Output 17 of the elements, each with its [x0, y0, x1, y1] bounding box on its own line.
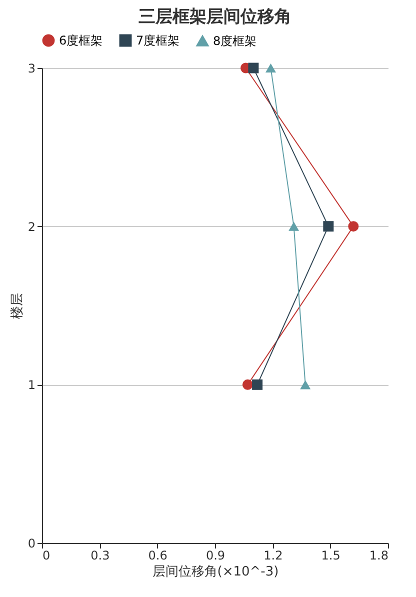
x-tick-label: 0.3 — [90, 548, 110, 562]
legend-label: 6度框架 — [59, 34, 103, 48]
y-tick-label: 2 — [28, 220, 36, 234]
y-tick-label: 1 — [28, 378, 36, 392]
y-axis-title: 楼层 — [10, 293, 25, 319]
legend-label: 8度框架 — [213, 34, 257, 48]
x-tick-label: 0 — [42, 548, 50, 562]
x-axis-title: 层间位移角(×10^-3) — [152, 564, 279, 580]
y-tick-label: 3 — [28, 62, 36, 76]
x-tick-label: 1.8 — [369, 548, 388, 562]
x-tick-label: 1.5 — [321, 548, 340, 562]
y-tick-label: 0 — [28, 536, 36, 550]
x-tick-label: 1.2 — [264, 548, 283, 562]
x-tick-label: 0.9 — [206, 548, 226, 562]
legend-label: 7度框架 — [136, 34, 180, 48]
chart-title: 三层框架层间位移角 — [138, 7, 292, 27]
x-tick-label: 0.6 — [148, 548, 168, 562]
